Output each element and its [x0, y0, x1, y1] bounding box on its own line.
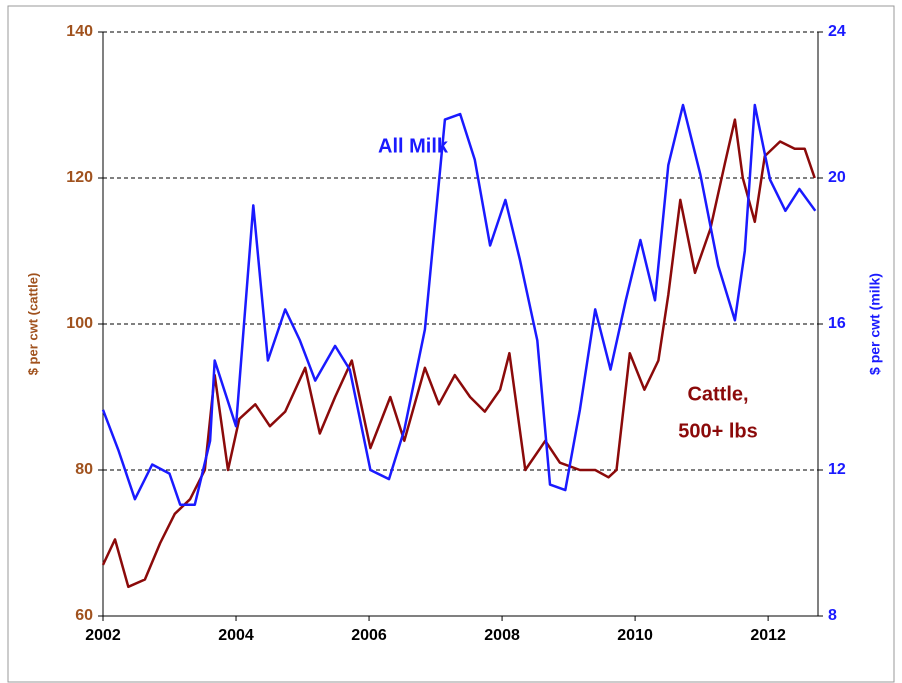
- y-tick-label: 80: [75, 461, 93, 478]
- y-axis-label: $ per cwt (cattle): [25, 273, 40, 376]
- y2-tick-label: 24: [828, 23, 846, 40]
- x-tick-label: 2006: [351, 627, 387, 644]
- annotation: Cattle,: [687, 383, 748, 405]
- y-tick-label: 140: [66, 23, 93, 40]
- y2-tick-label: 12: [828, 461, 846, 478]
- x-tick-label: 2008: [484, 627, 520, 644]
- y-tick-label: 100: [66, 315, 93, 332]
- y2-axis-label: $ per cwt (milk): [867, 273, 883, 375]
- annotation: 500+ lbs: [678, 420, 758, 442]
- y2-tick-label: 8: [828, 607, 837, 624]
- x-tick-label: 2002: [85, 627, 121, 644]
- y2-tick-label: 16: [828, 315, 846, 332]
- annotation: All Milk: [378, 135, 449, 157]
- line: [101, 118, 816, 589]
- frame: [7, 5, 895, 683]
- y2-tick-label: 20: [828, 169, 846, 186]
- x-tick-label: 2004: [218, 627, 254, 644]
- y-tick-label: 120: [66, 169, 93, 186]
- line: [101, 103, 817, 506]
- x-tick-label: 2012: [750, 627, 786, 644]
- y-tick-label: 60: [75, 607, 93, 624]
- x-tick-label: 2010: [617, 627, 653, 644]
